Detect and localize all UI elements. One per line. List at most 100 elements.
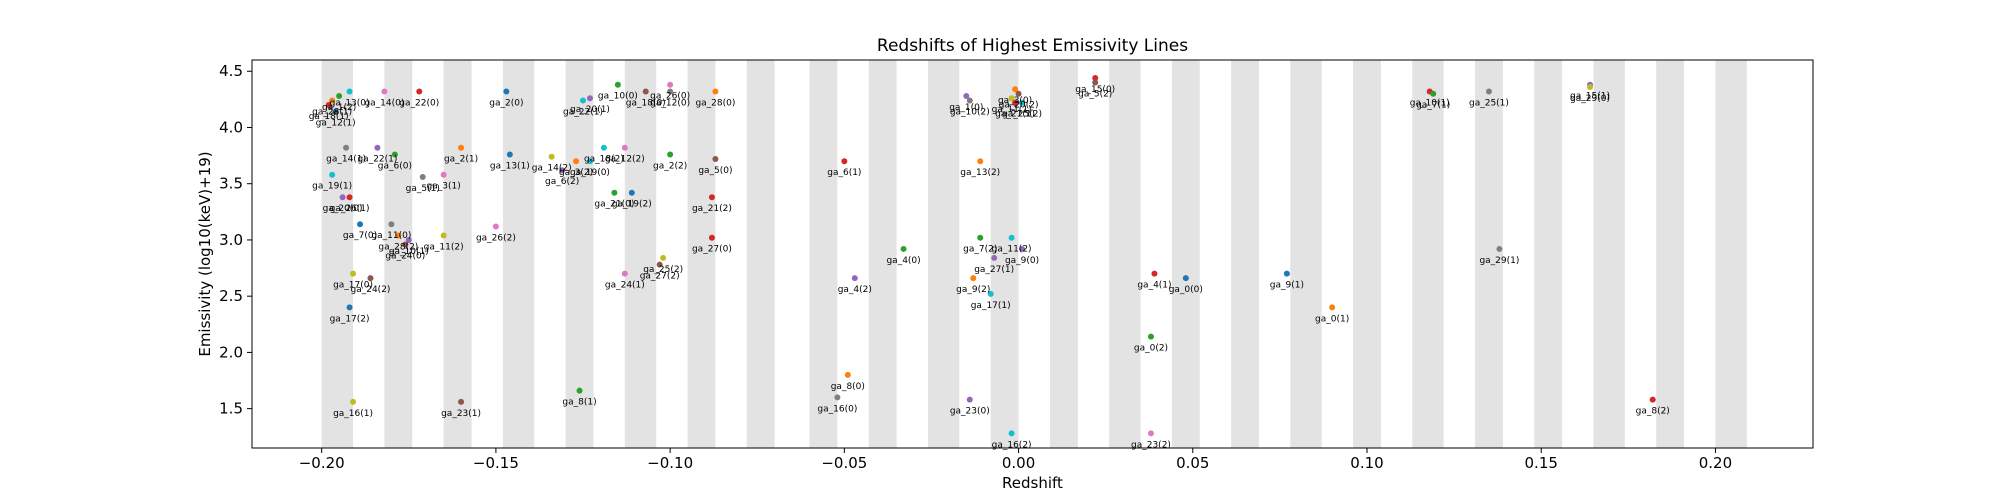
data-point: [1649, 396, 1656, 403]
point-label: ga_28(2): [378, 242, 418, 252]
data-point: [834, 394, 841, 401]
point-label: ga_10(1): [389, 247, 429, 257]
point-label: ga_9(0): [1005, 256, 1039, 266]
x-tick-label: −0.15: [473, 454, 519, 472]
data-point: [586, 95, 593, 102]
data-point: [991, 254, 998, 261]
data-point: [628, 189, 635, 196]
data-point: [1092, 79, 1099, 86]
y-axis-ticks: 1.5 2.0 2.5 3.0 3.5 4.0 4.5: [219, 62, 252, 418]
shaded-band-18: [1412, 60, 1444, 448]
data-point: [506, 151, 513, 158]
point-label: ga_27(1): [974, 265, 1014, 275]
shaded-band-19: [1475, 60, 1503, 448]
data-point: [656, 261, 663, 268]
point-label: ga_19(0): [570, 168, 610, 178]
y-tick-label: 4.0: [219, 118, 243, 136]
data-point: [325, 101, 332, 108]
y-tick-label: 3.0: [219, 231, 243, 249]
point-label: ga_8(0): [831, 382, 865, 392]
shaded-band-3: [502, 60, 535, 448]
shaded-band-13: [1109, 60, 1141, 448]
data-point: [1151, 270, 1158, 277]
data-point: [970, 275, 977, 282]
data-point: [1012, 86, 1019, 93]
data-point: [977, 158, 984, 165]
point-label: ga_20(0): [323, 204, 363, 214]
data-point: [350, 398, 357, 405]
point-label: ga_9(2): [956, 285, 990, 295]
x-tick-label: −0.05: [821, 454, 867, 472]
point-label: ga_1(0): [949, 103, 983, 113]
point-label: ga_17(2): [330, 314, 370, 324]
data-point: [346, 88, 353, 95]
data-point: [1485, 88, 1492, 95]
point-label: ga_1(2): [322, 103, 356, 113]
y-axis-label: Emissivity (log10(keV)+19): [196, 151, 214, 356]
data-point: [458, 144, 465, 151]
point-label: ga_18(2): [584, 155, 624, 165]
data-point: [440, 232, 447, 239]
point-label: ga_3(2): [559, 168, 593, 178]
data-point: [405, 236, 412, 243]
shaded-bands: [321, 60, 1747, 448]
data-point: [977, 234, 984, 241]
shaded-band-20: [1534, 60, 1563, 448]
shaded-band-11: [990, 60, 1019, 448]
data-point: [440, 171, 447, 178]
shaded-band-9: [868, 60, 897, 448]
point-label: ga_26(2): [476, 233, 516, 243]
point-label: ga_24(2): [351, 285, 391, 295]
point-label: ga_22(1): [563, 107, 603, 117]
point-label: ga_19(2): [612, 200, 652, 210]
shaded-band-7: [746, 60, 775, 448]
data-point: [419, 173, 426, 180]
point-label: ga_7(1): [1416, 101, 1450, 111]
data-point: [1496, 245, 1503, 252]
point-label: ga_16(1): [333, 409, 373, 419]
point-label: ga_6(0): [378, 161, 412, 171]
point-label: ga_8(2): [1636, 407, 1670, 417]
point-label: ga_0(0): [1169, 285, 1203, 295]
data-point: [580, 97, 587, 104]
data-point: [1430, 90, 1437, 97]
data-point: [391, 151, 398, 158]
data-point: [1012, 99, 1019, 106]
data-point: [402, 241, 409, 248]
point-label: ga_14(1): [326, 155, 366, 165]
data-point: [1008, 430, 1015, 437]
point-label: ga_17(0): [333, 281, 373, 291]
data-point: [576, 387, 583, 394]
point-label: ga_29(0): [1570, 94, 1610, 104]
data-point: [492, 223, 499, 230]
point-label: ga_0(2): [1134, 344, 1168, 354]
point-label: ga_23(0): [950, 407, 990, 417]
shaded-band-12: [1049, 60, 1078, 448]
shaded-band-2: [443, 60, 472, 448]
point-label: ga_11(0): [371, 231, 411, 241]
data-point: [346, 194, 353, 201]
point-label: ga_25(1): [1469, 98, 1509, 108]
point-label: ga_15(0): [1075, 85, 1115, 95]
x-tick-label: 0.20: [1699, 454, 1732, 472]
shaded-band-0: [321, 60, 354, 448]
data-point: [1587, 83, 1593, 90]
x-tick-label: −0.20: [299, 454, 345, 472]
data-point: [350, 270, 357, 277]
point-label: ga_10(1): [1410, 98, 1450, 108]
point-label: ga_3(0): [998, 96, 1032, 106]
point-label: ga_10(2): [950, 107, 990, 117]
data-point: [614, 81, 621, 88]
point-label: ga_10(0): [598, 92, 638, 102]
shaded-band-8: [809, 60, 838, 448]
point-label: ga_27(0): [692, 245, 732, 255]
point-label: ga_18(0): [626, 98, 666, 108]
shaded-band-22: [1656, 60, 1685, 448]
y-tick-label: 3.5: [219, 175, 243, 193]
shaded-band-1: [384, 60, 413, 448]
y-tick-label: 2.5: [219, 287, 243, 305]
data-point: [329, 97, 336, 104]
data-point: [332, 108, 339, 115]
data-point: [966, 396, 973, 403]
data-point: [374, 144, 381, 151]
